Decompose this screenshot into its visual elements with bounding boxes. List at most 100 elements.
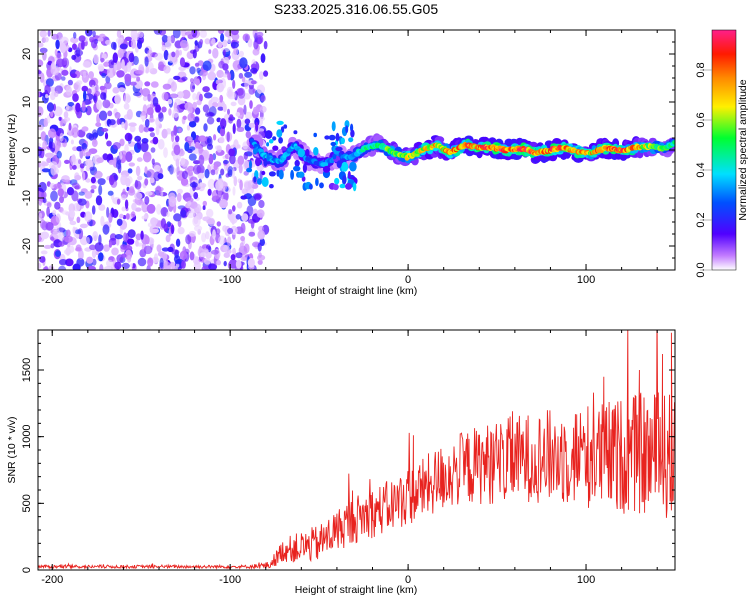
noise-blob xyxy=(258,199,265,209)
noise-blob xyxy=(116,198,121,205)
track-blob xyxy=(342,175,347,185)
noise-blob xyxy=(228,259,238,269)
track-blob xyxy=(345,183,352,190)
noise-blob xyxy=(240,222,246,234)
track-blob xyxy=(348,137,354,143)
noise-blob xyxy=(109,175,115,186)
noise-blob xyxy=(64,159,70,164)
noise-blob xyxy=(79,163,85,169)
noise-blob xyxy=(98,184,103,196)
noise-blob xyxy=(257,259,263,265)
noise-blob xyxy=(43,244,52,249)
noise-blob xyxy=(111,247,119,256)
noise-blob xyxy=(65,258,74,267)
noise-blob xyxy=(44,265,49,270)
noise-blob xyxy=(206,208,214,218)
noise-blob xyxy=(100,92,106,100)
noise-blob xyxy=(230,41,239,49)
noise-blob xyxy=(147,222,153,228)
noise-blob xyxy=(82,171,86,181)
noise-blob xyxy=(40,250,48,255)
noise-blob xyxy=(95,195,103,206)
noise-blob xyxy=(188,153,197,161)
noise-blob xyxy=(226,249,232,254)
noise-blob xyxy=(236,144,241,149)
noise-blob xyxy=(143,245,153,255)
noise-blob xyxy=(74,174,82,181)
noise-blob xyxy=(170,81,177,92)
noise-blob xyxy=(132,263,136,269)
noise-blob xyxy=(96,99,102,111)
noise-blob xyxy=(184,141,190,152)
noise-blob xyxy=(204,38,211,45)
noise-blob xyxy=(74,229,82,235)
colorbar-tick-label: 0.6 xyxy=(695,112,707,127)
track-blob xyxy=(297,171,305,178)
noise-blob xyxy=(156,203,162,215)
noise-blob xyxy=(190,78,194,83)
noise-blob xyxy=(107,110,113,117)
noise-blob xyxy=(194,40,198,46)
track-blob xyxy=(290,169,294,180)
track-blob xyxy=(249,160,252,169)
noise-blob xyxy=(72,93,79,102)
noise-blob xyxy=(198,93,203,102)
noise-blob xyxy=(161,91,169,101)
noise-blob xyxy=(206,138,212,144)
spectrogram-x-ticks: -200 -100 0 100 xyxy=(41,30,658,286)
noise-blob xyxy=(48,265,55,270)
noise-blob xyxy=(171,51,176,58)
noise-blob xyxy=(56,58,65,68)
noise-blob xyxy=(201,232,207,243)
noise-blob xyxy=(39,256,46,263)
noise-blob xyxy=(195,141,200,149)
track-blob xyxy=(330,141,337,147)
noise-blob xyxy=(182,115,187,121)
noise-blob xyxy=(228,209,233,215)
noise-blob xyxy=(42,51,47,61)
noise-blob xyxy=(236,201,243,209)
noise-blob xyxy=(175,238,181,247)
noise-blob xyxy=(93,95,97,102)
noise-blob xyxy=(78,159,82,165)
noise-blob xyxy=(168,108,172,116)
noise-blob xyxy=(140,110,146,116)
noise-blob xyxy=(72,146,78,151)
noise-blob xyxy=(211,38,216,45)
noise-blob xyxy=(98,204,106,211)
noise-blob xyxy=(232,123,236,135)
noise-blob xyxy=(124,144,129,154)
noise-blob xyxy=(241,76,246,83)
noise-blob xyxy=(102,153,109,161)
noise-blob xyxy=(223,252,230,258)
noise-blob xyxy=(222,49,226,57)
noise-blob xyxy=(71,127,79,138)
noise-blob xyxy=(121,253,127,258)
noise-blob xyxy=(163,261,171,270)
noise-blob xyxy=(208,153,214,165)
noise-blob xyxy=(102,99,111,109)
track-blob xyxy=(276,129,283,138)
noise-blob xyxy=(210,169,216,176)
noise-blob xyxy=(232,186,236,196)
snr-panel: -200 -100 0 100 0 500 1000 1500 Height of stra… xyxy=(6,329,676,596)
noise-blob xyxy=(163,49,169,61)
noise-blob xyxy=(218,235,226,245)
track-blob xyxy=(278,169,284,180)
noise-blob xyxy=(47,30,51,37)
noise-blob xyxy=(235,252,243,259)
noise-blob xyxy=(207,217,215,227)
noise-blob xyxy=(128,52,135,63)
noise-blob xyxy=(69,245,75,253)
noise-blob xyxy=(230,254,236,261)
noise-blob xyxy=(129,81,137,86)
noise-blob xyxy=(96,157,104,164)
track-blob xyxy=(332,183,339,191)
y-tick-label: 0 xyxy=(21,147,33,153)
noise-blob xyxy=(130,263,134,268)
noise-blob xyxy=(216,145,222,153)
noise-blob xyxy=(95,250,100,256)
noise-blob xyxy=(199,30,207,38)
noise-blob xyxy=(217,30,225,34)
